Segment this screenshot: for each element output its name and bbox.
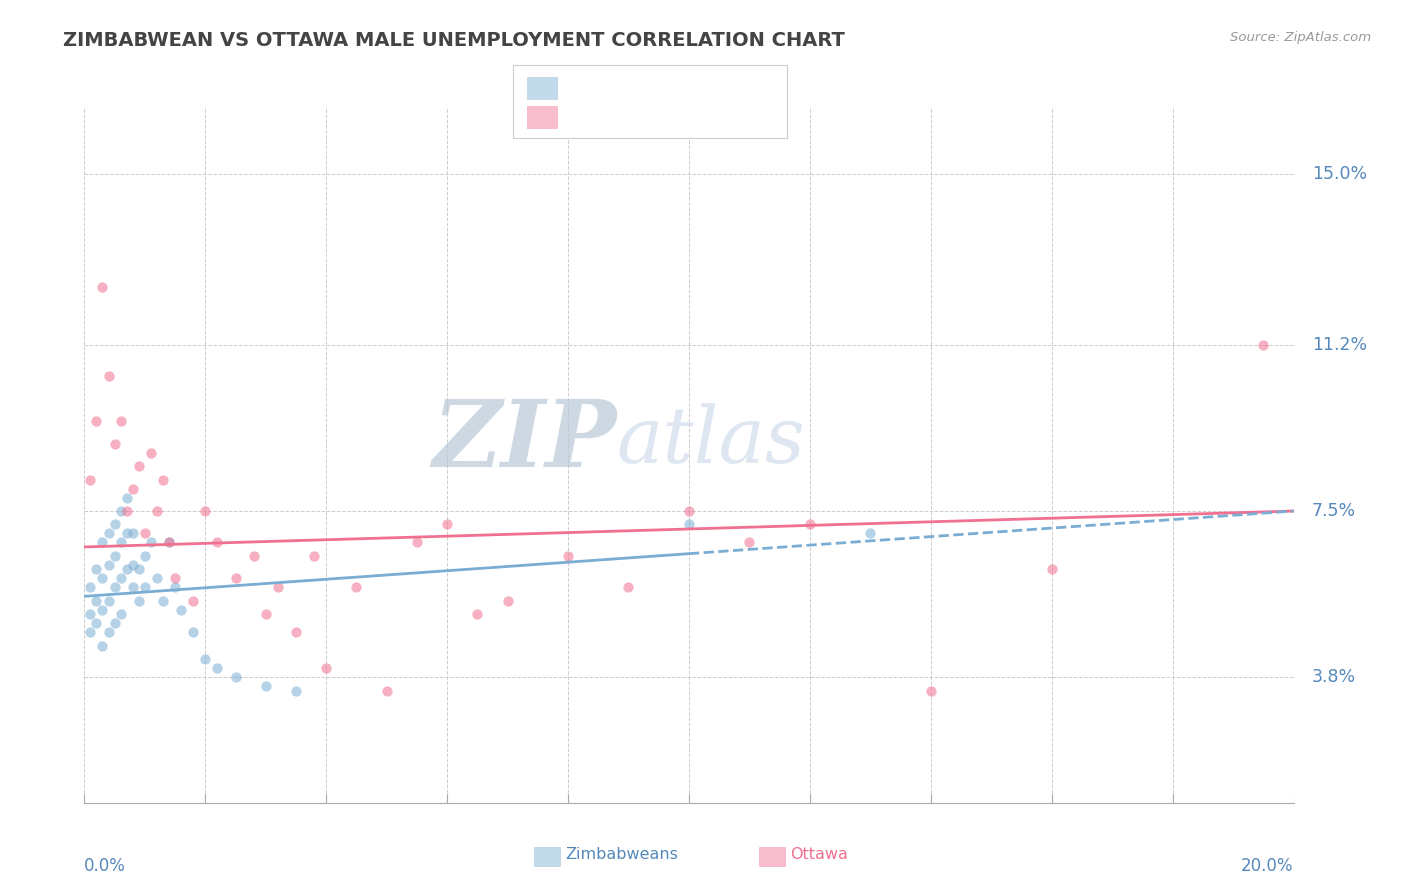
Text: Ottawa: Ottawa: [790, 847, 848, 862]
Point: [254, 607, 277, 622]
Point: [79, 625, 101, 640]
Point: [181, 594, 204, 608]
Point: [121, 580, 143, 594]
Point: [181, 625, 204, 640]
Point: [79, 607, 101, 622]
Point: [97, 558, 120, 572]
Point: [97, 594, 120, 608]
Point: [110, 607, 132, 622]
Point: [170, 603, 193, 617]
Point: [97, 625, 120, 640]
Point: [128, 594, 150, 608]
Point: [115, 504, 138, 518]
Point: [315, 661, 337, 675]
Point: [557, 549, 579, 563]
Point: [79, 580, 101, 594]
Point: [859, 526, 882, 541]
Point: [91, 535, 114, 549]
Text: R = 0.138   N = 46: R = 0.138 N = 46: [569, 79, 740, 97]
Point: [86, 594, 108, 608]
Point: [1251, 338, 1274, 352]
Text: 3.8%: 3.8%: [1312, 668, 1355, 686]
Text: ZIP: ZIP: [432, 396, 616, 486]
Point: [134, 526, 156, 541]
Point: [134, 549, 156, 563]
Point: [157, 535, 180, 549]
Point: [79, 473, 101, 487]
Point: [121, 482, 143, 496]
Point: [86, 414, 108, 428]
Point: [207, 535, 229, 549]
Point: [139, 445, 162, 459]
Text: 0.0%: 0.0%: [84, 856, 127, 875]
Point: [738, 535, 761, 549]
Point: [97, 526, 120, 541]
Text: R = 0.102   N = 39: R = 0.102 N = 39: [569, 109, 740, 127]
Point: [678, 517, 700, 532]
Point: [467, 607, 489, 622]
Point: [225, 571, 247, 585]
Point: [678, 504, 700, 518]
Point: [194, 504, 217, 518]
Text: ZIMBABWEAN VS OTTAWA MALE UNEMPLOYMENT CORRELATION CHART: ZIMBABWEAN VS OTTAWA MALE UNEMPLOYMENT C…: [63, 31, 845, 50]
Point: [91, 639, 114, 653]
Point: [225, 670, 247, 684]
Point: [115, 562, 138, 576]
Point: [436, 517, 458, 532]
Point: [146, 571, 169, 585]
Text: atlas: atlas: [616, 403, 806, 479]
Point: [1040, 562, 1063, 576]
Point: [406, 535, 429, 549]
Point: [254, 679, 277, 693]
Point: [267, 580, 290, 594]
Point: [104, 549, 127, 563]
Point: [115, 491, 138, 505]
Point: [207, 661, 229, 675]
Point: [242, 549, 264, 563]
Point: [284, 683, 308, 698]
Point: [121, 558, 143, 572]
Text: 20.0%: 20.0%: [1241, 856, 1294, 875]
Point: [121, 526, 143, 541]
Point: [115, 526, 138, 541]
Point: [91, 603, 114, 617]
Text: 15.0%: 15.0%: [1312, 165, 1367, 184]
Point: [302, 549, 325, 563]
Point: [91, 571, 114, 585]
Text: 7.5%: 7.5%: [1312, 502, 1355, 520]
Point: [163, 580, 186, 594]
Point: [104, 517, 127, 532]
Point: [157, 535, 180, 549]
Point: [91, 279, 114, 293]
Point: [346, 580, 368, 594]
Point: [920, 683, 942, 698]
Point: [194, 652, 217, 666]
Point: [110, 571, 132, 585]
Point: [97, 369, 120, 384]
Point: [284, 625, 308, 640]
Point: [86, 562, 108, 576]
Point: [163, 571, 186, 585]
Text: 11.2%: 11.2%: [1312, 336, 1367, 354]
Point: [104, 436, 127, 450]
Text: Source: ZipAtlas.com: Source: ZipAtlas.com: [1230, 31, 1371, 45]
Point: [799, 517, 821, 532]
Point: [139, 535, 162, 549]
Point: [110, 535, 132, 549]
Text: Zimbabweans: Zimbabweans: [565, 847, 678, 862]
Point: [152, 594, 174, 608]
Point: [134, 580, 156, 594]
Point: [128, 562, 150, 576]
Point: [375, 683, 398, 698]
Point: [146, 504, 169, 518]
Point: [128, 459, 150, 474]
Point: [110, 504, 132, 518]
Point: [496, 594, 519, 608]
Point: [86, 616, 108, 631]
Point: [104, 580, 127, 594]
Point: [617, 580, 640, 594]
Point: [110, 414, 132, 428]
Point: [152, 473, 174, 487]
Point: [104, 616, 127, 631]
